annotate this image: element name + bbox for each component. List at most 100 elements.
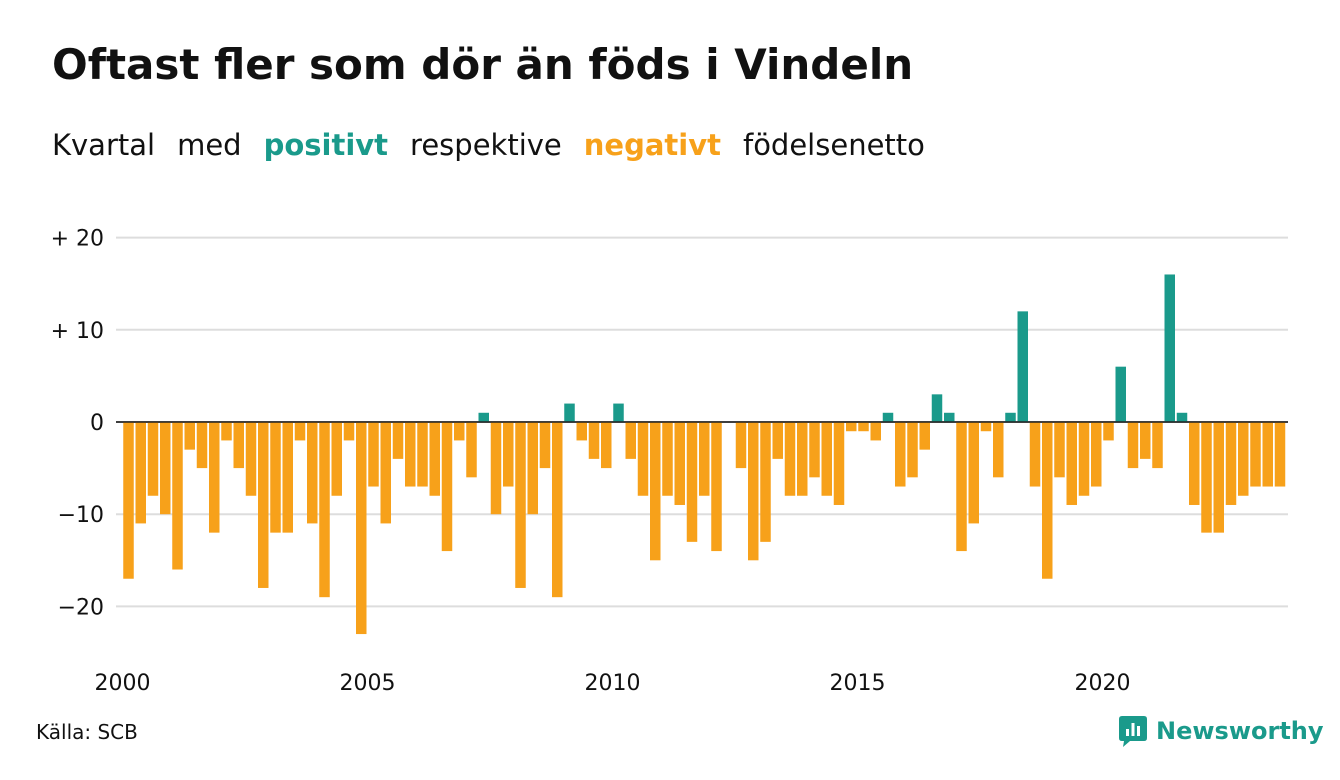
subtitle-text-med: med — [177, 128, 242, 162]
source-label: Källa: SCB — [36, 720, 138, 744]
bar — [944, 412, 955, 422]
bar — [564, 403, 575, 422]
bar — [1189, 422, 1200, 505]
bar — [1078, 422, 1090, 496]
bar — [209, 422, 220, 533]
bar — [503, 422, 514, 487]
bar — [258, 422, 269, 588]
x-tick-label: 2010 — [585, 671, 641, 696]
bar — [980, 422, 992, 432]
bar — [1127, 422, 1139, 469]
bar — [895, 422, 906, 487]
bar — [1225, 422, 1237, 505]
bar — [319, 422, 330, 598]
y-tick-label: −10 — [58, 503, 104, 528]
bar — [797, 422, 808, 496]
bar — [735, 422, 747, 469]
bar — [809, 422, 820, 478]
bar — [699, 422, 710, 496]
chart-subtitle: Kvartal med positivt respektive negativt föde… — [52, 128, 925, 162]
bar — [417, 422, 428, 487]
bar — [172, 422, 183, 570]
bar — [686, 422, 698, 542]
brand-logo[interactable]: Newsworthy — [1118, 714, 1324, 748]
bar — [160, 422, 171, 515]
bar — [147, 422, 159, 496]
newsworthy-logo-icon — [1119, 716, 1147, 747]
bar — [968, 422, 979, 524]
bar — [576, 422, 587, 441]
bar — [233, 422, 244, 469]
bar — [1017, 311, 1028, 422]
bar — [760, 422, 771, 542]
bar — [307, 422, 318, 524]
bar — [1066, 422, 1077, 505]
bar — [368, 422, 379, 487]
bar — [919, 422, 930, 450]
bar — [356, 422, 367, 635]
bar — [515, 422, 526, 588]
bar — [245, 422, 257, 496]
bar — [613, 403, 624, 422]
subtitle-text-respektive: respektive — [410, 128, 562, 162]
bar — [1176, 412, 1188, 422]
bar — [552, 422, 563, 598]
bar — [1091, 422, 1102, 487]
bar — [196, 422, 208, 469]
bar — [1054, 422, 1065, 478]
subtitle-negative-word: negativt — [583, 128, 721, 162]
brand-name: Newsworthy — [1156, 717, 1324, 745]
x-tick-label: 2020 — [1075, 671, 1131, 696]
bar — [1152, 422, 1163, 469]
bar — [650, 422, 661, 561]
x-tick-label: 2005 — [340, 671, 396, 696]
bar — [466, 422, 477, 478]
bar — [1115, 366, 1126, 422]
bar — [1042, 422, 1053, 579]
bar — [748, 422, 759, 561]
bar — [527, 422, 538, 515]
bar — [1164, 274, 1175, 422]
bar — [1201, 422, 1212, 533]
bar — [956, 422, 967, 552]
bar — [123, 422, 134, 579]
bar — [1140, 422, 1151, 459]
subtitle-text-fodelsenetto: födelsenetto — [742, 128, 925, 162]
bar — [221, 422, 232, 441]
bar — [882, 412, 894, 422]
bar — [454, 422, 465, 441]
bar — [833, 422, 845, 505]
bar — [1250, 422, 1261, 487]
bar — [539, 422, 551, 469]
subtitle-text-kvartal: Kvartal — [52, 128, 156, 162]
subtitle-positive-word: positivt — [263, 128, 389, 162]
bar — [392, 422, 404, 459]
bar — [490, 422, 502, 515]
bar — [331, 422, 342, 496]
bar — [907, 422, 918, 478]
y-tick-label: 0 — [90, 411, 104, 436]
x-tick-label: 2015 — [830, 671, 886, 696]
bar — [784, 422, 796, 496]
bar — [711, 422, 722, 552]
bar — [588, 422, 600, 459]
y-tick-label: + 10 — [51, 319, 104, 344]
bar — [772, 422, 783, 459]
bar — [674, 422, 685, 505]
bar — [931, 394, 943, 422]
bar — [1274, 422, 1286, 487]
bar — [601, 422, 612, 469]
bar — [135, 422, 146, 524]
bar — [821, 422, 832, 496]
y-tick-label: + 20 — [51, 227, 104, 252]
bar — [343, 422, 355, 441]
bar — [1005, 412, 1016, 422]
bar — [282, 422, 293, 533]
bar — [858, 422, 869, 432]
y-tick-label: −20 — [58, 595, 104, 620]
bar — [478, 412, 489, 422]
bar — [1213, 422, 1224, 533]
bar — [380, 422, 391, 524]
bar — [1103, 422, 1114, 441]
bar — [294, 422, 306, 441]
